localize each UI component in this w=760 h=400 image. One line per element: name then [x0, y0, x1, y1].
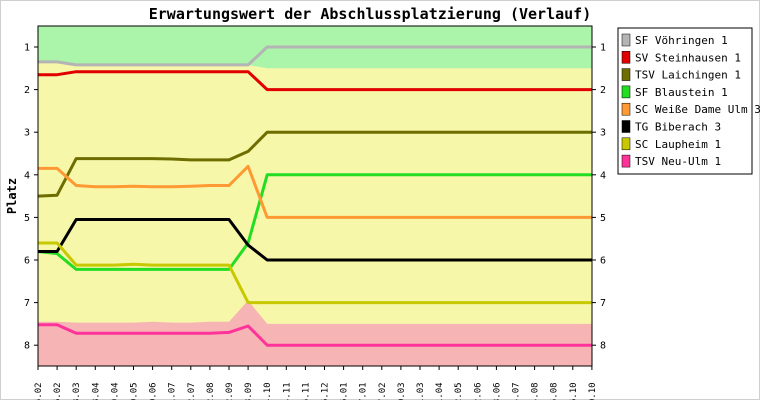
plot-frame — [37, 25, 593, 367]
x-tick-label: 02.06 — [473, 382, 483, 400]
legend-label: SC Laupheim 1 — [635, 138, 721, 151]
series-line-6 — [38, 218, 592, 262]
x-tick-label: 04.08 — [531, 382, 541, 400]
x-tick-label: 22.07 — [187, 382, 197, 400]
y-axis-right: 1 2 3 4 5 6 7 8 — [592, 43, 606, 352]
y-tick-label-right: 4 — [600, 170, 606, 181]
legend-label: SV Steinhausen 1 — [635, 51, 741, 64]
legend-label: TG Biberach 3 — [635, 121, 721, 134]
series-lines — [37, 45, 592, 347]
y-axis-label: Platz — [5, 178, 19, 214]
y-tick-label: 8 — [24, 341, 30, 352]
series-line-5 — [38, 164, 592, 219]
y-tick-label-right: 5 — [600, 213, 606, 224]
x-tick-label: 27.01 — [359, 382, 369, 400]
y-tick-label: 6 — [24, 256, 30, 267]
zone-bands — [38, 26, 592, 366]
x-tick-label: 10.03 — [397, 382, 407, 400]
x-tick-label: 05.02 — [34, 382, 44, 400]
y-tick-label: 4 — [24, 170, 30, 181]
x-tick-label: 16.12 — [321, 382, 331, 400]
x-tick-label: 23.06 — [492, 382, 502, 400]
y-tick-label: 7 — [24, 298, 30, 309]
legend-label: SF Blaustein 1 — [635, 86, 728, 99]
legend-box — [617, 27, 753, 175]
x-tick-label: 02.09 — [225, 382, 235, 400]
y-tick-label-right: 3 — [600, 128, 606, 139]
legend-label: TSV Laichingen 1 — [635, 69, 741, 82]
x-tick-label: 06.01 — [340, 382, 350, 400]
x-tick-label: 31.03 — [416, 382, 426, 400]
series-line-2 — [38, 70, 592, 92]
legend-swatch — [621, 137, 631, 151]
y-tick-label: 3 — [24, 128, 30, 139]
x-tick-label: 14.07 — [512, 382, 522, 400]
legend-label: SC Weiße Dame Ulm 3 — [635, 103, 760, 116]
x-tick-label: 25.08 — [550, 382, 560, 400]
x-tick-label: 29.04 — [110, 382, 120, 400]
series-line-7 — [38, 241, 592, 305]
x-tick-label: 10.06 — [149, 382, 159, 400]
x-tick-label: 08.04 — [91, 382, 101, 400]
series-line-4 — [37, 173, 592, 271]
x-tick-label: 26.02 — [53, 382, 63, 400]
series-line-3 — [37, 130, 592, 198]
series-line-1 — [38, 45, 592, 67]
legend-swatch — [621, 120, 631, 133]
x-tick-label: 25.11 — [301, 382, 311, 400]
y-tick-label-right: 8 — [600, 341, 606, 352]
x-tick-label: 23.09 — [244, 382, 254, 400]
legend-label: SF Vöhringen 1 — [635, 34, 728, 47]
band-safe — [38, 26, 592, 366]
chart-title: Erwartungswert der Abschlussplatzierung … — [149, 5, 592, 23]
legend-swatch — [621, 33, 631, 47]
y-tick-label-right: 7 — [600, 298, 606, 309]
y-tick-label: 2 — [24, 85, 30, 96]
x-tick-label: 17.02 — [378, 382, 388, 400]
x-tick-label: 01.07 — [168, 382, 178, 400]
x-tick-label: 12.08 — [206, 382, 216, 400]
x-tick-label: 14.10 — [263, 382, 273, 400]
x-tick-label: 21.04 — [435, 382, 445, 400]
band-relegation — [38, 300, 592, 366]
y-tick-label-right: 6 — [600, 256, 606, 267]
y-tick-label-right: 2 — [600, 85, 606, 96]
x-tick-label: 18.03 — [72, 382, 82, 400]
legend: SF Vöhringen 1 SV Steinhausen 1 TSV Laichi… — [617, 27, 760, 175]
legend-swatch — [621, 102, 631, 116]
x-tick-label: 20.10 — [588, 382, 598, 400]
x-tick-label: 06.10 — [569, 382, 579, 400]
x-tick-label: 04.11 — [282, 382, 292, 400]
y-tick-label: 5 — [24, 213, 30, 224]
y-axis-left: 1 2 3 4 5 6 7 8 — [24, 43, 38, 352]
series-line-8 — [38, 323, 592, 347]
legend-swatch — [621, 68, 631, 81]
x-tick-label: 12.05 — [454, 382, 464, 400]
x-tick-label: 20.05 — [130, 382, 140, 400]
x-axis: 05.02 26.02 18.03 08.04 29.04 20.05 10.06 01.07… — [34, 366, 598, 400]
y-tick-label: 1 — [24, 43, 30, 54]
legend-swatch — [621, 154, 631, 168]
legend-swatch — [621, 51, 631, 64]
y-tick-label-right: 1 — [600, 43, 606, 54]
legend-label: TSV Neu-Ulm 1 — [635, 155, 721, 168]
legend-swatch — [621, 85, 631, 99]
